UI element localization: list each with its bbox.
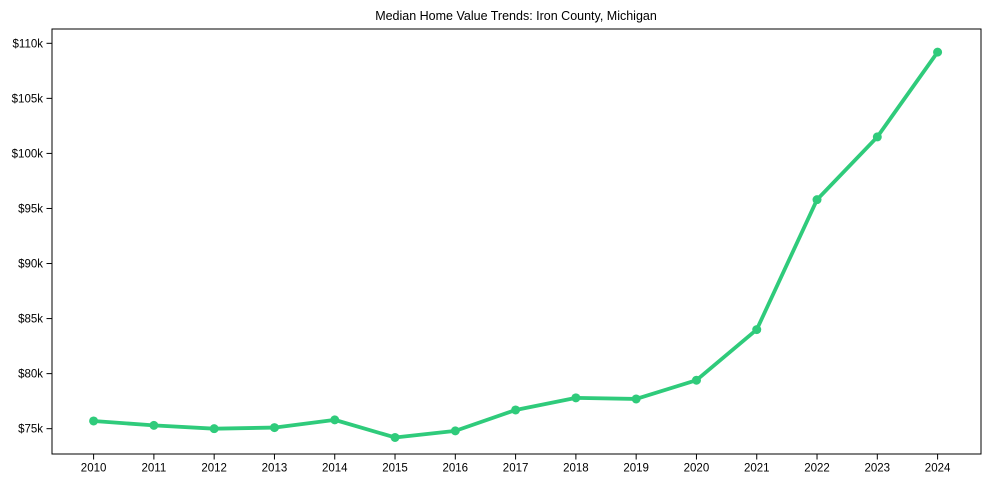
x-tick-label: 2024 [925, 463, 951, 475]
data-point-2013 [269, 423, 279, 433]
y-tick-label: $90k [18, 259, 43, 271]
data-point-2012 [209, 424, 219, 434]
x-tick-label: 2023 [865, 463, 891, 475]
series-group [89, 47, 943, 442]
x-tick-label: 2013 [262, 463, 288, 475]
x-tick-label: 2022 [804, 463, 830, 475]
data-point-2017 [511, 405, 521, 415]
data-point-2015 [390, 432, 400, 442]
x-tick-label: 2016 [443, 463, 469, 475]
series-line [91, 50, 940, 440]
data-point-2018 [571, 393, 581, 403]
x-tick-label: 2015 [382, 463, 408, 475]
data-point-2016 [450, 426, 460, 436]
x-tick-label: 2012 [201, 463, 227, 475]
data-point-2024 [933, 47, 943, 57]
y-tick-label: $95k [18, 203, 43, 215]
y-tick-label: $80k [18, 369, 43, 381]
x-tick-label: 2010 [81, 463, 107, 475]
data-point-2023 [872, 132, 882, 142]
data-point-2021 [752, 325, 762, 335]
data-point-2010 [89, 416, 99, 426]
y-axis: $75k $80k $85k $90k $95k $100k $105k $110k [12, 38, 52, 436]
x-tick-label: 2019 [623, 463, 649, 475]
data-point-2022 [812, 195, 822, 205]
data-point-2019 [631, 394, 641, 404]
y-tick-label: $105k [12, 93, 44, 105]
y-tick-label: $75k [18, 424, 43, 436]
x-tick-label: 2017 [503, 463, 529, 475]
x-tick-label: 2011 [142, 463, 167, 475]
y-tick-label: $85k [18, 314, 43, 326]
plot-border [51, 28, 982, 455]
chart-title: Median Home Value Trends: Iron County, M… [375, 9, 657, 23]
data-point-2014 [330, 415, 340, 425]
x-tick-label: 2018 [563, 463, 589, 475]
x-tick-label: 2021 [744, 463, 770, 475]
y-tick-label: $110k [13, 38, 44, 50]
x-axis: 2010 2011 2012 2013 2014 2015 2016 2017 2018 2019… [81, 454, 951, 475]
x-tick-label: 2020 [684, 463, 710, 475]
x-tick-label: 2014 [322, 463, 348, 475]
y-tick-label: $100k [12, 148, 44, 160]
data-point-2020 [691, 375, 701, 385]
data-point-2011 [149, 420, 159, 430]
